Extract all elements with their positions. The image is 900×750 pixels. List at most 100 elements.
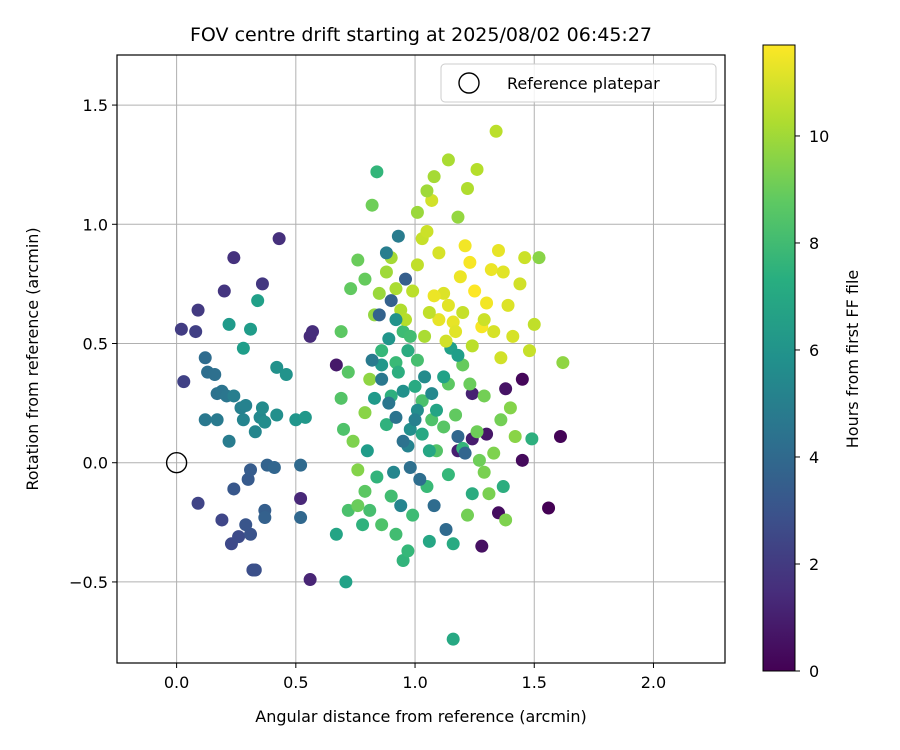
data-point (401, 544, 415, 558)
data-point (303, 573, 317, 587)
data-point (437, 420, 451, 434)
data-point (415, 427, 429, 441)
data-point (463, 377, 477, 391)
colorbar-tick-label: 10 (809, 127, 829, 146)
data-point (365, 198, 379, 212)
data-point (339, 575, 353, 589)
data-point (389, 313, 403, 327)
data-point (298, 410, 312, 424)
data-point (258, 415, 272, 429)
data-points (174, 124, 570, 646)
data-point (403, 329, 417, 343)
colorbar-label: Hours from first FF file (843, 270, 862, 449)
data-point (439, 522, 453, 536)
reference-marker-group (165, 452, 188, 474)
data-point (399, 313, 413, 327)
data-point (351, 499, 365, 513)
data-point (294, 491, 308, 505)
data-point (341, 365, 355, 379)
data-point (396, 384, 410, 398)
data-point (468, 284, 482, 298)
data-point (382, 332, 396, 346)
data-point (425, 387, 439, 401)
data-point (453, 270, 467, 284)
data-point (384, 489, 398, 503)
data-point (210, 413, 224, 427)
data-point (477, 465, 491, 479)
data-point (208, 367, 222, 381)
data-point (410, 258, 424, 272)
y-tick-label: 1.5 (83, 96, 108, 115)
data-point (449, 325, 463, 339)
data-point (248, 425, 262, 439)
plot-frame (116, 54, 726, 664)
colorbar-frame (762, 44, 796, 672)
data-point (370, 165, 384, 179)
colorbar-ticks: 0 2 4 6 8 10 (795, 127, 829, 681)
data-point (389, 282, 403, 296)
data-point (553, 429, 567, 443)
y-tick-label: 0.0 (83, 454, 108, 473)
data-point (482, 487, 496, 501)
data-point (515, 453, 529, 467)
x-tick-label: 0.5 (283, 673, 308, 692)
data-point (251, 294, 265, 308)
data-point (239, 398, 253, 412)
data-point (446, 537, 460, 551)
data-point (542, 501, 556, 515)
data-point (356, 518, 370, 532)
data-point (470, 425, 484, 439)
data-point (451, 348, 465, 362)
data-point (496, 480, 510, 494)
x-axis-label: Angular distance from reference (arcmin) (255, 707, 586, 726)
data-point (379, 418, 393, 432)
legend-box (440, 63, 717, 103)
x-tick-label: 1.5 (522, 673, 547, 692)
data-point (513, 277, 527, 291)
y-tick-label: 1.0 (83, 215, 108, 234)
data-point (499, 382, 513, 396)
data-point (227, 389, 241, 403)
data-point (403, 460, 417, 474)
data-point (494, 351, 508, 365)
colorbar-tick-label: 8 (809, 234, 819, 253)
data-point (422, 534, 436, 548)
x-tick-label: 0.0 (164, 673, 189, 692)
data-point (484, 263, 498, 277)
data-point (344, 282, 358, 296)
data-point (446, 632, 460, 646)
data-point (432, 246, 446, 260)
data-point (499, 513, 513, 527)
data-point (456, 306, 470, 320)
data-point (346, 434, 360, 448)
x-axis-ticks: 0.0 0.5 1.0 1.5 2.0 (164, 663, 666, 692)
data-point (401, 344, 415, 358)
data-point (556, 356, 570, 370)
data-point (494, 413, 508, 427)
data-point (239, 518, 253, 532)
data-point (306, 325, 320, 339)
data-point (432, 313, 446, 327)
data-point (255, 401, 269, 415)
data-point (487, 446, 501, 460)
data-point (472, 453, 486, 467)
data-point (429, 403, 443, 417)
data-point (503, 401, 517, 415)
data-point (227, 251, 241, 265)
data-point (418, 370, 432, 384)
y-tick-label: 0.5 (83, 335, 108, 354)
data-point (408, 413, 422, 427)
data-point (248, 563, 262, 577)
colorbar-tick-label: 0 (809, 662, 819, 681)
data-point (441, 468, 455, 482)
x-tick-label: 2.0 (641, 673, 666, 692)
legend-open-circle-icon (458, 72, 480, 94)
data-point (406, 508, 420, 522)
data-point (255, 277, 269, 291)
data-point (329, 358, 343, 372)
colorbar-tick-label: 6 (809, 341, 819, 360)
data-point (258, 511, 272, 525)
data-point (375, 344, 389, 358)
data-point (487, 325, 501, 339)
